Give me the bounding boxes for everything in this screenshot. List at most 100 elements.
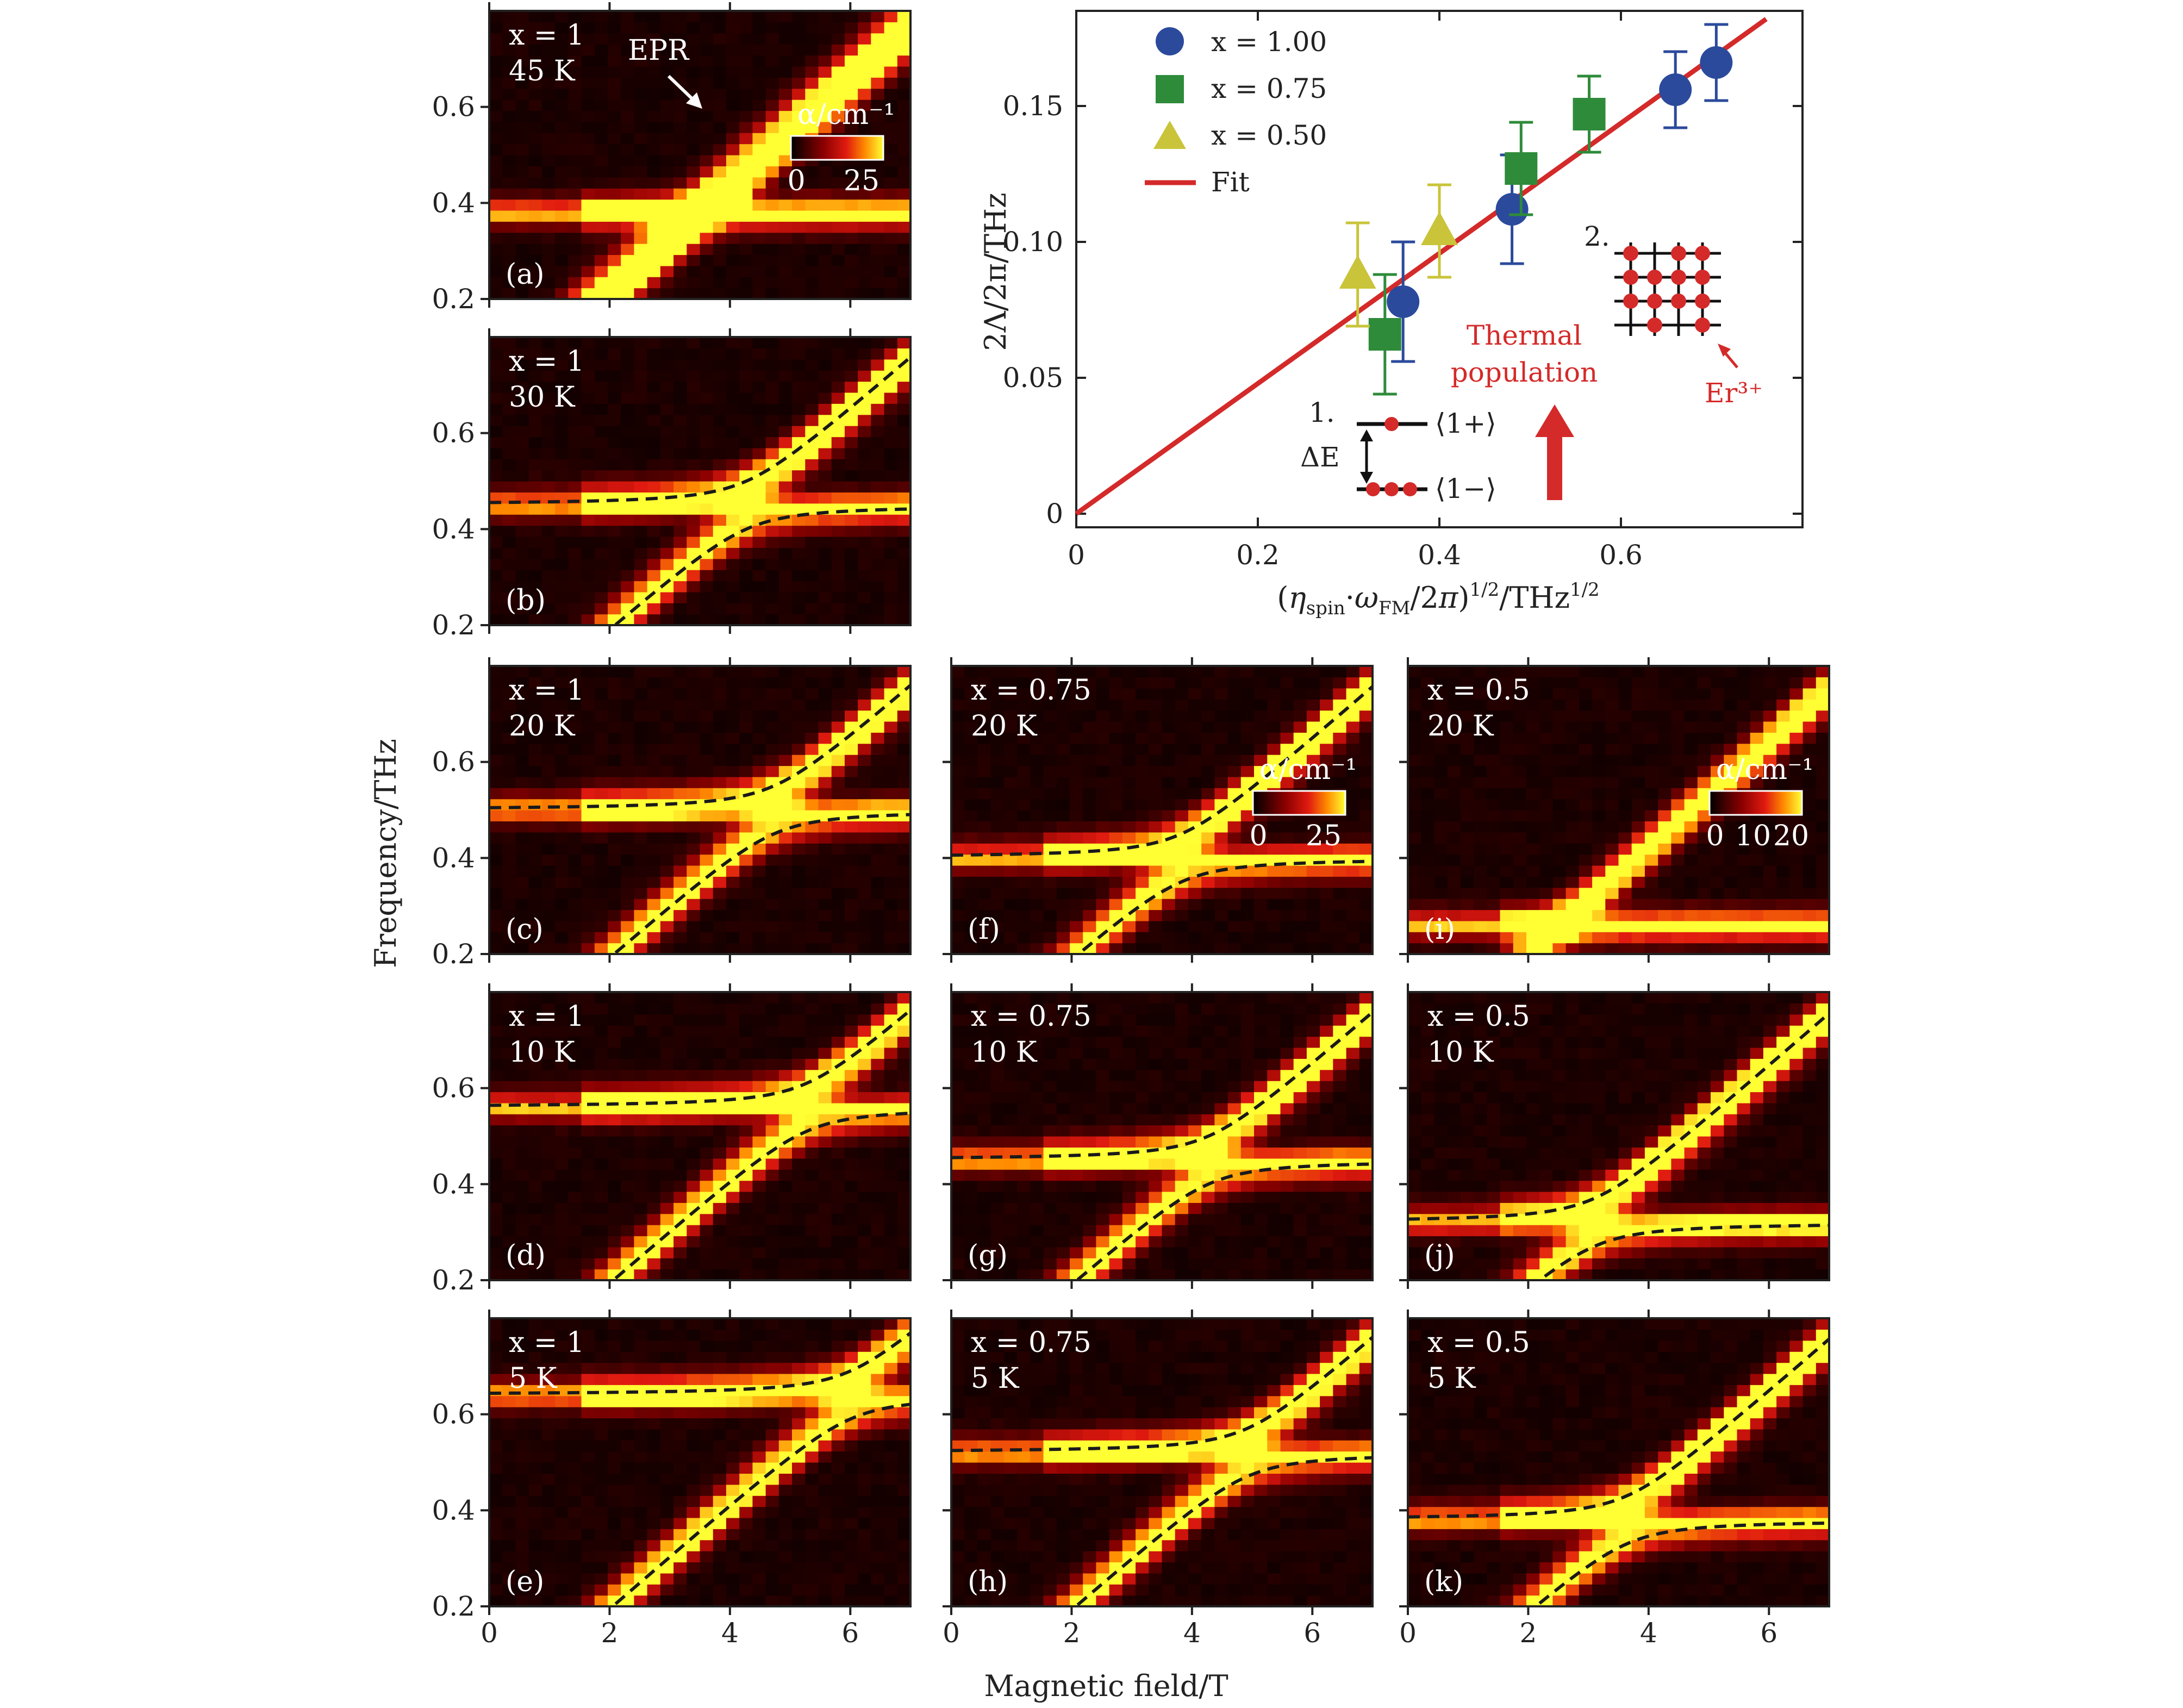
heatmap-cell <box>621 721 634 733</box>
heatmap-cell <box>515 721 529 733</box>
heatmap-cell <box>581 144 595 155</box>
heatmap-cell <box>621 503 634 515</box>
heatmap-cell <box>1240 743 1255 755</box>
heatmap-cell <box>687 570 701 582</box>
heatmap-cell <box>897 381 911 393</box>
heatmap-cell <box>1267 677 1281 689</box>
heatmap-cell <box>739 943 753 955</box>
heatmap-cell <box>555 1180 569 1192</box>
heatmap-cell <box>621 359 634 371</box>
heatmap-cell <box>726 33 740 45</box>
heatmap-cell <box>1136 699 1149 711</box>
heatmap-cell <box>739 144 753 155</box>
heatmap-cell <box>713 1269 727 1281</box>
heatmap-cell <box>621 1258 634 1270</box>
heatmap-cell <box>660 1258 674 1270</box>
heatmap-cell <box>489 503 503 515</box>
heatmap-cell <box>739 277 753 289</box>
heatmap-cell <box>594 232 608 244</box>
heatmap-cell <box>818 558 832 570</box>
heatmap-cell <box>700 1573 714 1585</box>
heatmap-cell <box>778 558 793 570</box>
heatmap-cell <box>555 66 569 78</box>
heatmap-cell <box>581 166 595 178</box>
heatmap-cell <box>660 244 674 255</box>
heatmap-cell <box>502 1246 516 1258</box>
heatmap-cell <box>555 1373 569 1385</box>
heatmap-cell <box>1175 776 1189 788</box>
heatmap-cell <box>831 110 845 122</box>
heatmap-cell <box>1109 887 1123 899</box>
heatmap-cell <box>844 470 858 482</box>
heatmap-cell <box>673 1114 687 1126</box>
heatmap-cell <box>792 536 806 548</box>
heatmap-cell <box>1267 743 1281 755</box>
heatmap-cell <box>634 144 648 155</box>
heatmap-cell <box>977 920 991 932</box>
heatmap-cell <box>489 177 503 189</box>
heatmap-cell <box>489 536 503 548</box>
heatmap-cell <box>594 426 608 438</box>
heatmap-cell <box>871 188 885 200</box>
heatmap-cell <box>871 1539 885 1551</box>
heatmap-cell <box>555 1136 569 1148</box>
heatmap-cell <box>647 1551 661 1563</box>
heatmap-cell <box>647 603 661 615</box>
heatmap-cell <box>555 44 569 56</box>
heatmap-cell <box>831 481 845 493</box>
heatmap-cell <box>897 492 911 504</box>
heatmap-cell <box>739 177 753 189</box>
heatmap-cell <box>489 1329 503 1341</box>
heatmap-cell <box>673 414 687 426</box>
heatmap-cell <box>555 558 569 570</box>
heatmap-cell <box>897 887 911 899</box>
heatmap-cell <box>515 514 529 526</box>
heatmap-cell <box>739 244 753 255</box>
heatmap-cell <box>792 1351 806 1363</box>
heatmap-cell <box>621 121 634 133</box>
heatmap-cell <box>897 932 911 944</box>
heatmap-cell <box>673 666 687 677</box>
heatmap-cell <box>871 765 885 777</box>
heatmap-cell <box>608 1003 621 1015</box>
heatmap-cell <box>1017 832 1031 844</box>
heatmap-cell <box>752 1462 766 1474</box>
heatmap-cell <box>844 459 858 471</box>
heatmap-cell <box>660 614 674 626</box>
heatmap-cell <box>660 1462 674 1474</box>
heatmap-cell <box>515 1191 529 1203</box>
heatmap-cell <box>1056 854 1070 866</box>
heatmap-cell <box>621 755 634 766</box>
heatmap-cell <box>726 155 740 166</box>
heatmap-cell <box>858 547 871 559</box>
heatmap-cell <box>831 1539 845 1551</box>
heatmap-cell <box>687 33 701 45</box>
heatmap-cell <box>778 865 793 877</box>
heatmap-cell <box>792 699 806 711</box>
heatmap-cell <box>1175 865 1189 877</box>
heatmap-cell <box>581 110 595 122</box>
heatmap-cell <box>884 887 898 899</box>
heatmap-cell <box>528 1539 542 1551</box>
heatmap-cell <box>541 1395 556 1407</box>
heatmap-cell <box>726 1236 740 1248</box>
heatmap-cell <box>844 854 858 866</box>
heatmap-cell <box>818 876 832 888</box>
heatmap-cell <box>594 932 608 944</box>
heatmap-cell <box>660 1551 674 1563</box>
heatmap-cell <box>568 721 582 733</box>
heatmap-cell <box>1280 876 1294 888</box>
heatmap-cell <box>502 525 516 537</box>
heatmap-panel-e: 0.20.40.60 2 4 6x = 15 K(e) <box>432 1310 912 1649</box>
heatmap-cell <box>765 66 779 78</box>
heatmap-cell <box>700 1213 714 1225</box>
heatmap-cell <box>660 221 674 233</box>
heatmap-cell <box>739 77 753 89</box>
heatmap-cell <box>871 66 885 78</box>
heatmap-cell <box>739 1595 753 1607</box>
heatmap-cell <box>1043 743 1057 755</box>
heatmap-cell <box>1083 743 1096 755</box>
heatmap-cell <box>608 810 621 821</box>
heatmap-cell <box>897 909 911 921</box>
heatmap-cell <box>634 481 648 493</box>
